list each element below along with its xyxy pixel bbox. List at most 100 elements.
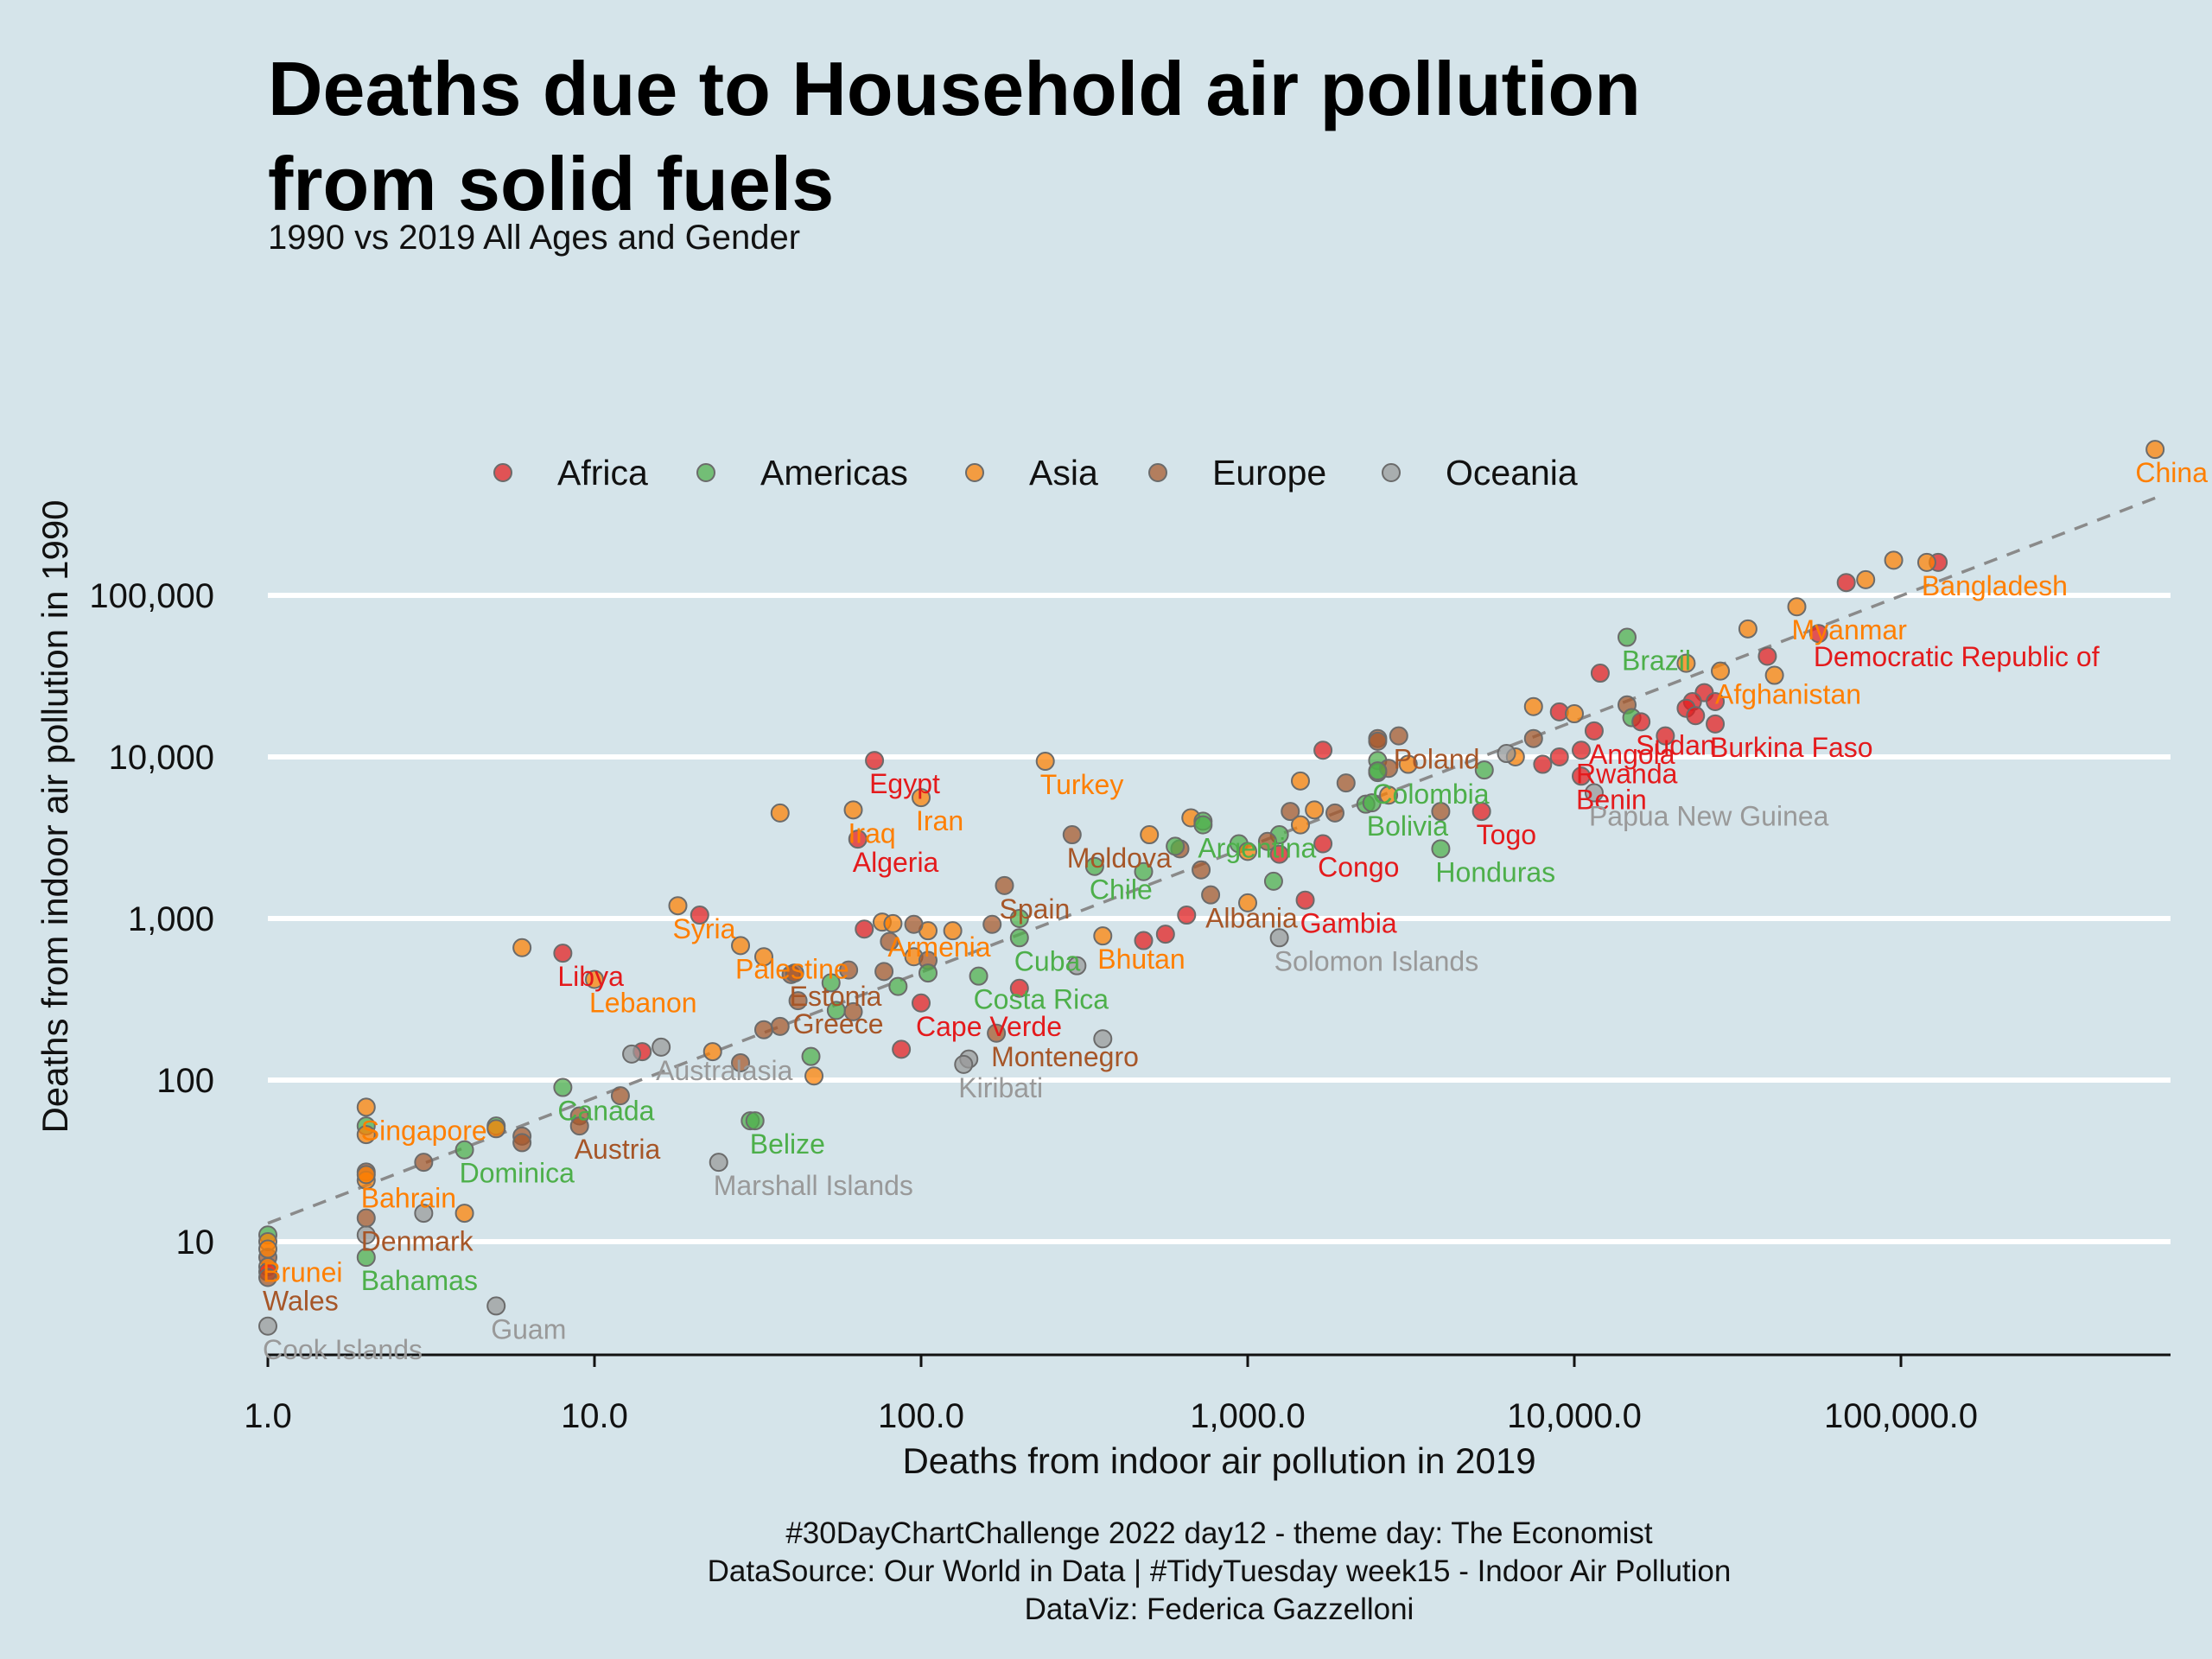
point-label: Sudan bbox=[1636, 729, 1716, 760]
data-point-europe bbox=[1257, 831, 1277, 851]
point-label: Albania bbox=[1205, 903, 1298, 934]
y-tick-label: 10 bbox=[176, 1224, 215, 1262]
point-label: Papua New Guinea bbox=[1589, 800, 1829, 831]
data-point-asia bbox=[804, 1066, 824, 1086]
data-point-americas bbox=[918, 963, 938, 983]
point-label: Poland bbox=[1394, 744, 1480, 775]
data-point-americas bbox=[745, 1111, 765, 1131]
point-label: Turkey bbox=[1040, 769, 1124, 800]
data-point-africa bbox=[1590, 664, 1610, 683]
data-point-americas bbox=[1431, 839, 1451, 859]
point-label: Solomon Islands bbox=[1274, 945, 1479, 976]
data-point-africa bbox=[1706, 691, 1726, 711]
data-point-asia bbox=[585, 969, 604, 989]
legend: Africa Americas Asia Europe Oceania bbox=[493, 453, 1578, 493]
caption-line-1: #30DayChartChallenge 2022 day12 - theme … bbox=[785, 1516, 1653, 1550]
y-tick-label: 100,000 bbox=[89, 577, 214, 615]
point-label: Greece bbox=[793, 1008, 884, 1039]
data-point-asia bbox=[1140, 825, 1160, 845]
point-label: Honduras bbox=[1435, 856, 1555, 887]
data-point-asia bbox=[753, 947, 773, 967]
legend-label-africa: Africa bbox=[557, 453, 648, 493]
point-label: Bahamas bbox=[361, 1265, 478, 1296]
data-point-africa bbox=[1134, 931, 1154, 950]
data-point-americas bbox=[1362, 793, 1382, 813]
data-point-oceania bbox=[1497, 744, 1516, 764]
caption-line-2: DataSource: Our World in Data | #TidyTue… bbox=[708, 1554, 1732, 1588]
data-point-europe bbox=[987, 1023, 1007, 1043]
data-point-europe bbox=[258, 1268, 277, 1287]
data-point-americas bbox=[553, 1077, 573, 1097]
data-point-europe bbox=[731, 1052, 751, 1072]
data-point-asia bbox=[770, 803, 790, 823]
data-point-americas bbox=[1166, 836, 1185, 856]
data-point-americas bbox=[821, 973, 841, 993]
legend-label-oceania: Oceania bbox=[1446, 453, 1578, 493]
data-point-oceania bbox=[622, 1044, 642, 1064]
point-label: Armenia bbox=[887, 931, 990, 963]
data-point-africa bbox=[690, 906, 709, 925]
point-label: Togo bbox=[1477, 819, 1536, 850]
data-point-africa bbox=[1836, 573, 1856, 593]
point-label: Bolivia bbox=[1367, 810, 1448, 842]
data-point-americas bbox=[1084, 856, 1104, 876]
legend-swatch-africa bbox=[493, 463, 512, 482]
chart-title-line-1: Deaths due to Household air pollution bbox=[268, 46, 1641, 131]
data-point-africa bbox=[892, 1039, 912, 1059]
x-tick-label: 10.0 bbox=[561, 1397, 628, 1435]
point-label: Iran bbox=[916, 805, 963, 836]
legend-label-americas: Americas bbox=[760, 453, 908, 493]
point-label: Palestine bbox=[735, 953, 849, 984]
point-label: Bangladesh bbox=[1922, 570, 2068, 601]
point-label: Belize bbox=[750, 1128, 825, 1160]
data-point-africa bbox=[1808, 624, 1828, 644]
y-tick-label: 100 bbox=[156, 1062, 214, 1100]
data-point-europe bbox=[1281, 802, 1300, 822]
data-point-europe bbox=[995, 875, 1014, 895]
point-label: Brazil bbox=[1622, 645, 1691, 677]
data-point-asia bbox=[356, 1125, 376, 1145]
data-point-asia bbox=[1290, 771, 1310, 791]
data-point-oceania bbox=[1269, 928, 1289, 948]
data-point-africa bbox=[1269, 844, 1289, 864]
data-point-europe bbox=[569, 1116, 589, 1136]
data-point-europe bbox=[1325, 803, 1344, 823]
point-label: Chile bbox=[1090, 874, 1153, 906]
data-point-africa bbox=[1631, 712, 1651, 732]
data-point-americas bbox=[1134, 861, 1154, 881]
point-label: Lebanon bbox=[589, 987, 697, 1018]
point-label: China bbox=[2135, 457, 2208, 488]
data-point-asia bbox=[883, 913, 903, 933]
x-tick-label: 100.0 bbox=[878, 1397, 964, 1435]
point-label: Dominica bbox=[460, 1158, 575, 1189]
data-point-europe bbox=[982, 914, 1002, 934]
data-point-africa bbox=[1177, 906, 1197, 925]
data-point-oceania bbox=[1093, 1029, 1113, 1049]
data-point-americas bbox=[1263, 871, 1283, 891]
data-point-asia bbox=[356, 1165, 376, 1185]
point-label: Syria bbox=[672, 913, 735, 944]
data-point-asia bbox=[702, 1042, 722, 1062]
data-point-americas bbox=[1474, 760, 1494, 780]
data-point-africa bbox=[1155, 925, 1175, 944]
point-label: Costa Rica bbox=[974, 984, 1109, 1015]
data-point-asia bbox=[943, 921, 963, 941]
data-point-africa bbox=[1758, 646, 1777, 666]
data-point-europe bbox=[610, 1086, 630, 1106]
data-point-africa bbox=[848, 830, 868, 849]
data-points bbox=[258, 440, 2165, 1336]
point-label: Colombia bbox=[1372, 779, 1489, 810]
data-point-europe bbox=[785, 963, 804, 983]
data-point-europe bbox=[753, 1020, 773, 1039]
data-point-europe bbox=[770, 1016, 790, 1036]
data-point-americas bbox=[801, 1046, 821, 1066]
data-point-asia bbox=[512, 938, 532, 957]
data-point-asia bbox=[1238, 893, 1257, 912]
legend-swatch-oceania bbox=[1382, 463, 1401, 482]
data-point-africa bbox=[1313, 741, 1333, 760]
data-point-asia bbox=[1379, 785, 1399, 805]
data-point-asia bbox=[1856, 569, 1876, 589]
data-point-oceania bbox=[486, 1296, 506, 1316]
x-axis-ticks: 1.0 10.0 100.0 1,000.0 10,000.0 100,000.0 bbox=[244, 1355, 1978, 1435]
data-point-asia bbox=[668, 896, 688, 916]
